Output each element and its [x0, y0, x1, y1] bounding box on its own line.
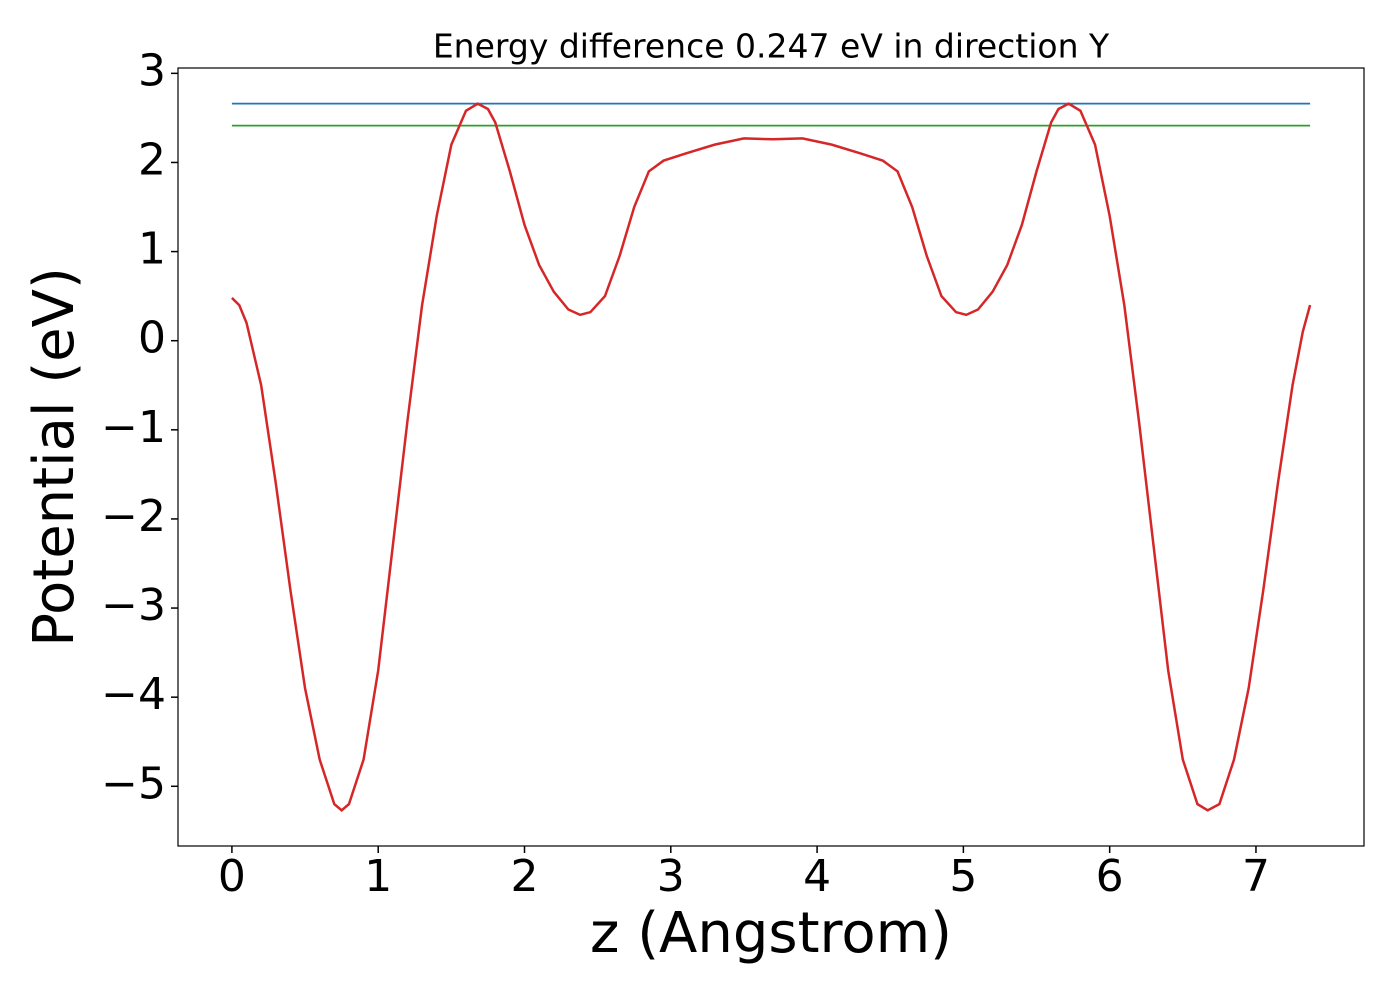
y-tick-label: 3	[138, 45, 166, 96]
y-tick-label: −1	[101, 402, 166, 453]
x-tick-label: 4	[803, 851, 831, 902]
chart-title: Energy difference 0.247 eV in direction …	[433, 27, 1110, 66]
x-tick-label: 1	[364, 851, 392, 902]
x-axis-label: z (Angstrom)	[590, 901, 952, 966]
x-tick-label: 3	[657, 851, 685, 902]
x-tick-label: 7	[1242, 851, 1270, 902]
y-tick-label: 2	[138, 134, 166, 185]
x-tick-label: 5	[949, 851, 977, 902]
y-axis-label: Potential (eV)	[22, 267, 87, 647]
x-tick-label: 2	[510, 851, 538, 902]
y-tick-label: −4	[101, 669, 166, 720]
x-tick-label: 6	[1096, 851, 1124, 902]
y-tick-label: −5	[101, 758, 166, 809]
y-tick-label: 1	[138, 224, 166, 275]
plot-frame	[177, 67, 1365, 847]
y-tick-label: 0	[138, 313, 166, 364]
line-series	[231, 102, 1312, 812]
y-tick-label: −2	[101, 491, 166, 542]
x-tick-label: 0	[218, 851, 246, 902]
y-tick-label: −3	[101, 580, 166, 631]
